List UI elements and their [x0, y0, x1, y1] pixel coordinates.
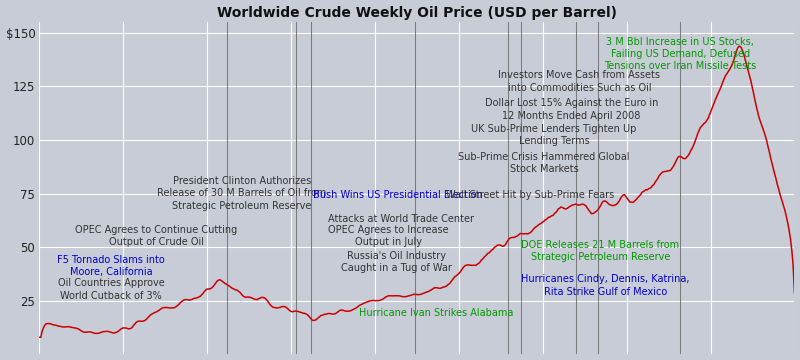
- Text: Hurricane Ivan Strikes Alabama: Hurricane Ivan Strikes Alabama: [358, 308, 513, 318]
- Text: 3 M Bbl Increase in US Stocks,
Failing US Demand, Defused
Tensions over Iran Mis: 3 M Bbl Increase in US Stocks, Failing U…: [604, 37, 757, 71]
- Text: Oil Countries Approve
World Cutback of 3%: Oil Countries Approve World Cutback of 3…: [58, 278, 165, 301]
- Text: OPEC Agrees to Increase
Output in July: OPEC Agrees to Increase Output in July: [328, 225, 449, 247]
- Text: Investors Move Cash from Assets
into Commodities Such as Oil: Investors Move Cash from Assets into Com…: [498, 71, 661, 93]
- Title: Worldwide Crude Weekly Oil Price (USD per Barrel): Worldwide Crude Weekly Oil Price (USD pe…: [217, 5, 617, 19]
- Text: OPEC Agrees to Continue Cutting
Output of Crude Oil: OPEC Agrees to Continue Cutting Output o…: [75, 225, 238, 247]
- Text: Attacks at World Trade Center: Attacks at World Trade Center: [328, 213, 474, 224]
- Text: President Clinton Authorizes
Release of 30 M Barrels of Oil from
Strategic Petro: President Clinton Authorizes Release of …: [157, 176, 326, 211]
- Text: Sub-Prime Crisis Hammered Global
Stock Markets: Sub-Prime Crisis Hammered Global Stock M…: [458, 152, 630, 174]
- Text: F5 Tornado Slams into
Moore, California: F5 Tornado Slams into Moore, California: [58, 255, 165, 277]
- Text: Hurricanes Cindy, Dennis, Katrina,
Rita Strike Gulf of Mexico: Hurricanes Cindy, Dennis, Katrina, Rita …: [521, 274, 690, 297]
- Text: Bush Wins US Presidential Election: Bush Wins US Presidential Election: [313, 190, 482, 200]
- Text: Wall Street Hit by Sub-Prime Fears: Wall Street Hit by Sub-Prime Fears: [446, 190, 614, 200]
- Text: DOE Releases 21 M Barrels from
Strategic Petroleum Reserve: DOE Releases 21 M Barrels from Strategic…: [521, 240, 679, 262]
- Text: UK Sub-Prime Lenders Tighten Up
Lending Terms: UK Sub-Prime Lenders Tighten Up Lending …: [471, 124, 637, 147]
- Text: Russia's Oil Industry
Caught in a Tug of War: Russia's Oil Industry Caught in a Tug of…: [342, 251, 452, 273]
- Text: Dollar Lost 15% Against the Euro in
12 Months Ended April 2008: Dollar Lost 15% Against the Euro in 12 M…: [485, 98, 658, 121]
